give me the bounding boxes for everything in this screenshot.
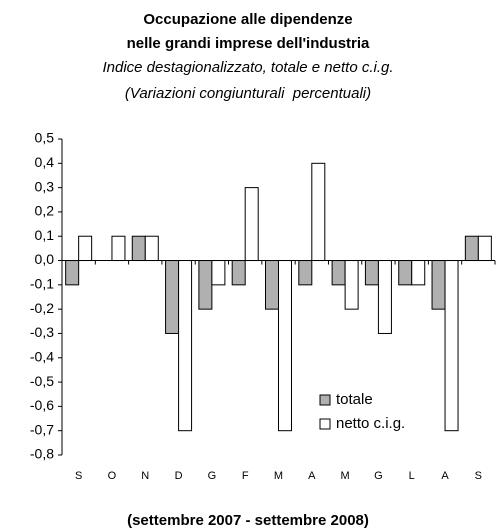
x-tick-label: N <box>141 470 149 482</box>
chart-subtitle: Indice destagionalizzato, totale e netto… <box>102 59 393 76</box>
bar <box>477 235 492 262</box>
bar <box>144 235 159 262</box>
y-tick-label: -0,7 <box>30 421 54 437</box>
bar <box>444 260 459 432</box>
x-tick-label: M <box>341 470 350 482</box>
bar <box>178 260 193 432</box>
y-tick-label: -0,4 <box>30 348 54 364</box>
x-tick-label: L <box>409 470 415 482</box>
bar <box>111 235 126 262</box>
x-tick-label: F <box>242 470 249 482</box>
x-tick-label: D <box>175 470 183 482</box>
bar <box>78 235 93 262</box>
bar <box>398 260 413 286</box>
y-tick-label: 0,5 <box>35 130 55 146</box>
bar <box>364 260 379 286</box>
y-tick-label: -0,2 <box>30 300 54 316</box>
x-tick-label: M <box>274 470 283 482</box>
bar <box>331 260 346 286</box>
y-tick-label: 0,2 <box>35 203 55 219</box>
bar <box>464 235 479 262</box>
legend-label: netto c.i.g. <box>336 415 405 432</box>
x-tick-label: S <box>75 470 82 482</box>
bar <box>211 260 226 286</box>
y-tick-label: 0,1 <box>35 227 55 243</box>
x-tick-label: O <box>108 470 117 482</box>
y-tick-label: 0,3 <box>35 178 55 194</box>
bar <box>165 260 180 334</box>
x-tick-label: A <box>441 470 449 482</box>
bar <box>231 260 246 286</box>
bar <box>198 260 213 310</box>
bar <box>244 187 259 262</box>
y-tick-label: 0,4 <box>35 154 55 170</box>
bar <box>311 162 326 262</box>
bar <box>265 260 279 310</box>
chart-subtitle: (Variazioni congiunturali percentuali) <box>125 85 371 102</box>
chart-title: Occupazione alle dipendenze <box>143 11 352 28</box>
x-tick-label: G <box>208 470 217 482</box>
chart-title: nelle grandi imprese dell'industria <box>127 35 370 52</box>
y-tick-label: -0,5 <box>30 373 54 389</box>
bar <box>131 235 146 262</box>
x-axis-label: (settembre 2007 - settembre 2008) <box>127 512 369 529</box>
x-tick-label: G <box>374 470 383 482</box>
bar <box>344 260 359 310</box>
bar <box>65 260 80 286</box>
bar <box>431 260 446 310</box>
bar <box>278 260 292 432</box>
bar <box>411 260 426 286</box>
y-tick-label: 0,0 <box>35 251 55 267</box>
x-tick-label: A <box>308 470 316 482</box>
y-tick-label: -0,6 <box>30 397 54 413</box>
bar <box>298 260 313 286</box>
x-tick-label: S <box>475 470 482 482</box>
legend-label: totale <box>336 391 373 408</box>
bar <box>377 260 392 334</box>
legend-swatch <box>319 394 331 406</box>
y-tick-label: -0,3 <box>30 324 54 340</box>
y-tick-label: -0,1 <box>30 276 54 292</box>
legend-swatch <box>319 418 331 430</box>
y-tick-label: -0,8 <box>30 446 54 462</box>
